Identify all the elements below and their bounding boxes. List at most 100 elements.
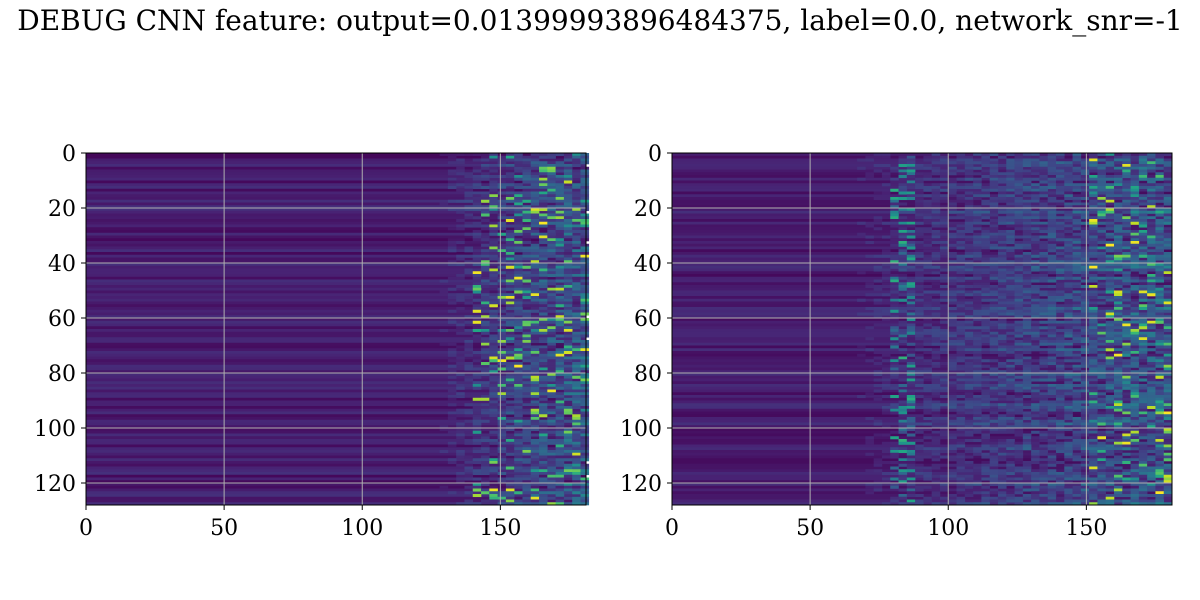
heatmap-cell [1014, 417, 1024, 421]
heatmap-cell [539, 378, 548, 382]
heatmap-cell [1147, 326, 1156, 330]
heatmap-cell [1105, 425, 1115, 429]
heatmap-cell [939, 331, 949, 335]
heatmap-cell [1089, 235, 1098, 239]
heatmap-cell [1055, 441, 1065, 445]
heatmap-cell [1055, 172, 1065, 176]
heatmap-cell [472, 180, 482, 184]
heatmap-cell [505, 494, 515, 498]
heatmap-cell [580, 271, 590, 275]
heatmap-cell [1072, 254, 1082, 258]
heatmap-cell [514, 279, 523, 283]
heatmap-cell [915, 260, 924, 264]
heatmap-cell [481, 153, 490, 157]
heatmap-cell [464, 414, 474, 418]
heatmap-cell [1006, 345, 1015, 349]
heatmap-cell [547, 439, 556, 443]
heatmap-cell [973, 172, 982, 176]
heatmap-cell [539, 194, 548, 198]
heatmap-cell [931, 276, 941, 280]
heatmap-cell [489, 384, 498, 388]
heatmap-cell [563, 411, 573, 415]
heatmap-cell [1006, 158, 1015, 162]
heatmap-cell [1039, 356, 1048, 360]
heatmap-cell [898, 337, 908, 341]
heatmap-cell [890, 202, 899, 206]
heatmap-cell [547, 403, 556, 407]
heatmap-cell [555, 397, 565, 401]
heatmap-row [86, 232, 586, 236]
heatmap-cell [530, 208, 540, 212]
heatmap-cell [1047, 290, 1057, 294]
heatmap-cell [447, 375, 457, 379]
heatmap-cell [1163, 188, 1173, 192]
heatmap-cell [981, 389, 990, 393]
heatmap-cell [1089, 265, 1098, 269]
heatmap-cell [981, 246, 990, 250]
heatmap-cell [580, 414, 590, 418]
heatmap-cell [1147, 348, 1156, 352]
heatmap-cell [939, 381, 949, 385]
heatmap-cell [1014, 348, 1024, 352]
heatmap-cell [1014, 392, 1024, 396]
heatmap-row [86, 205, 586, 209]
heatmap-cell [1155, 276, 1165, 280]
heatmap-cell [1064, 441, 1073, 445]
heatmap-cell [956, 161, 966, 165]
heatmap-cell [439, 279, 449, 283]
heatmap-cell [580, 202, 590, 206]
heatmap-cell [539, 483, 548, 487]
heatmap-cell [1155, 433, 1165, 437]
heatmap-cell [539, 362, 548, 366]
heatmap-cell [1155, 249, 1165, 253]
heatmap-cell [464, 271, 474, 275]
heatmap-cell [1039, 175, 1048, 179]
heatmap-cell [1113, 373, 1123, 377]
heatmap-cell [1122, 246, 1131, 250]
heatmap-cell [1130, 411, 1140, 415]
heatmap-cell [915, 199, 924, 203]
y-tick-label: 100 [34, 417, 76, 442]
heatmap-cell [956, 422, 966, 426]
heatmap-cell [1072, 320, 1082, 324]
heatmap-cell [881, 367, 891, 371]
heatmap-cell [1130, 246, 1140, 250]
heatmap-cell [439, 485, 449, 489]
heatmap-cell [1014, 309, 1024, 313]
heatmap-cell [1039, 439, 1048, 443]
heatmap-cell [1155, 213, 1165, 217]
heatmap-cell [572, 463, 581, 467]
heatmap-cell [489, 395, 498, 399]
heatmap-cell [1113, 232, 1123, 236]
heatmap-cell [1022, 260, 1032, 264]
heatmap-cell [1072, 373, 1082, 377]
heatmap-cell [1039, 304, 1048, 308]
heatmap-cell [530, 307, 540, 311]
heatmap-cell [489, 210, 498, 214]
heatmap-cell [481, 491, 490, 495]
heatmap-row [86, 219, 586, 223]
heatmap-row [86, 318, 586, 322]
heatmap-row [86, 296, 586, 300]
heatmap-cell [1055, 386, 1065, 390]
heatmap-cell [447, 430, 457, 434]
heatmap-cell [563, 351, 573, 355]
heatmap-cell [906, 254, 916, 258]
heatmap-cell [472, 315, 482, 319]
heatmap-cell [1047, 191, 1057, 195]
heatmap-cell [547, 320, 556, 324]
heatmap-cell [873, 164, 883, 168]
heatmap-row [672, 265, 1172, 269]
heatmap-cell [539, 392, 548, 396]
heatmap-cell [489, 309, 498, 313]
heatmap-cell [890, 263, 899, 267]
heatmap-cell [1138, 403, 1148, 407]
heatmap-cell [964, 252, 974, 256]
heatmap-row [672, 342, 1172, 346]
heatmap-cell [1014, 268, 1024, 272]
heatmap-cell [981, 441, 990, 445]
heatmap-cell [1022, 301, 1032, 305]
heatmap-cell [1031, 194, 1040, 198]
heatmap-cell [580, 263, 590, 267]
heatmap-row [86, 397, 586, 401]
